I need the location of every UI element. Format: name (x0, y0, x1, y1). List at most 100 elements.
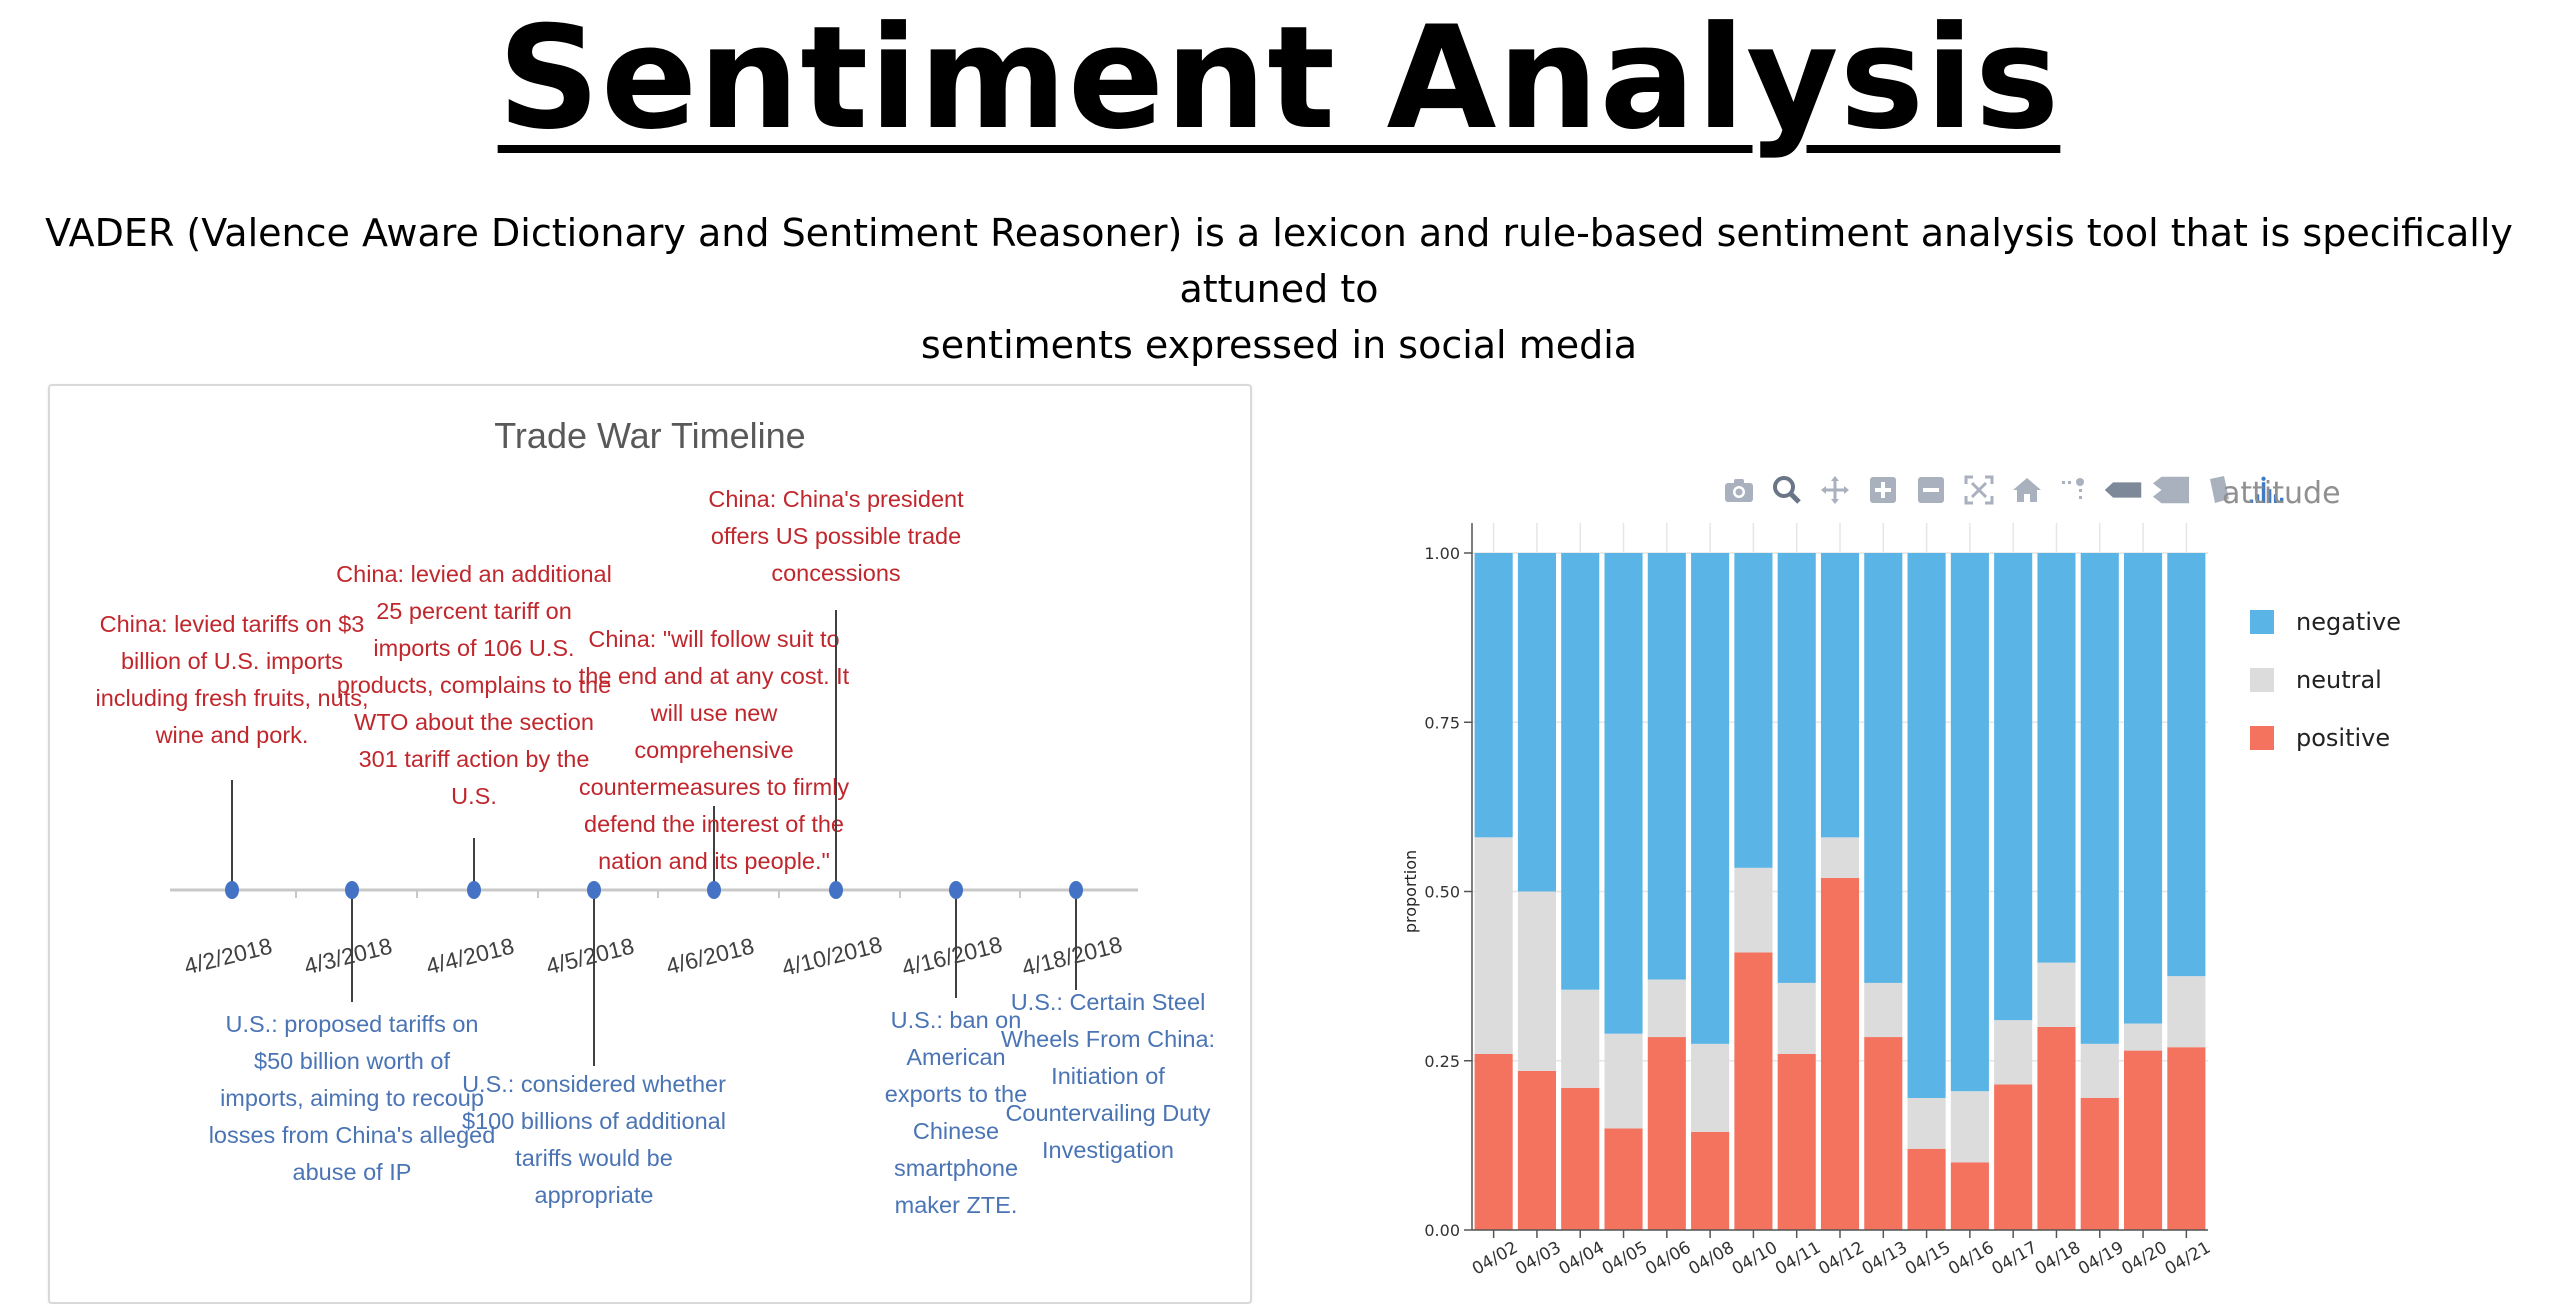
bar-negative[interactable] (1474, 553, 1513, 838)
zoom-out-icon[interactable] (1912, 471, 1950, 509)
zoom-icon[interactable] (1768, 471, 1806, 509)
china-event-text: countermeasures to firmly (579, 774, 850, 800)
hover-closest-icon[interactable] (2104, 471, 2142, 509)
plotly-logo-icon[interactable] (2248, 471, 2286, 509)
bar-negative[interactable] (2080, 553, 2119, 1044)
bar-neutral[interactable] (1777, 982, 1816, 1054)
us-event-text: exports to the (885, 1081, 1027, 1107)
bar-positive[interactable] (1647, 1037, 1686, 1230)
us-event-text: appropriate (535, 1182, 654, 1208)
bar-positive[interactable] (1474, 1053, 1513, 1230)
timeline-marker (225, 881, 239, 899)
bar-neutral[interactable] (1517, 891, 1556, 1071)
china-event-text: China: levied tariffs on $3 (100, 611, 365, 637)
bar-positive[interactable] (1691, 1131, 1730, 1230)
bar-negative[interactable] (1994, 553, 2033, 1021)
bar-neutral[interactable] (1994, 1020, 2033, 1085)
bar-positive[interactable] (1561, 1087, 1600, 1230)
us-event-text: U.S.: considered whether (462, 1071, 726, 1097)
bar-negative[interactable] (2167, 553, 2206, 977)
y-tick-label: 1.00 (1424, 544, 1460, 563)
timeline-date-label: 4/16/2018 (899, 931, 1005, 981)
x-tick-label: 04/08 (1685, 1238, 1737, 1280)
bar-neutral[interactable] (1950, 1091, 1989, 1163)
bar-positive[interactable] (1820, 877, 1860, 1230)
x-tick-label: 04/13 (1859, 1238, 1911, 1280)
china-event-text: comprehensive (634, 737, 793, 763)
bar-neutral[interactable] (1474, 837, 1513, 1054)
bar-neutral[interactable] (1820, 837, 1860, 878)
bar-negative[interactable] (1820, 553, 1860, 838)
bar-neutral[interactable] (1647, 979, 1686, 1038)
bar-neutral[interactable] (2167, 976, 2206, 1048)
bar-positive[interactable] (1604, 1128, 1643, 1230)
bar-positive[interactable] (2037, 1026, 2076, 1230)
china-event-text: offers US possible trade (711, 523, 961, 549)
bar-neutral[interactable] (2124, 1023, 2163, 1051)
bar-negative[interactable] (2037, 553, 2076, 963)
spike-lines-icon[interactable] (2056, 471, 2094, 509)
bar-positive[interactable] (1777, 1053, 1816, 1230)
us-event-text: U.S.: proposed tariffs on (226, 1011, 479, 1037)
us-event-text: U.S.: Certain Steel (1011, 989, 1206, 1015)
bar-neutral[interactable] (2080, 1043, 2119, 1098)
x-tick-label: 04/02 (1469, 1238, 1521, 1280)
bar-positive[interactable] (2124, 1050, 2163, 1230)
timeline-marker (829, 881, 843, 899)
x-tick-label: 04/17 (1988, 1238, 2040, 1280)
bar-negative[interactable] (1864, 553, 1903, 983)
x-tick-label: 04/21 (2162, 1238, 2214, 1280)
bar-negative[interactable] (1950, 553, 1989, 1092)
pan-icon[interactable] (1816, 471, 1854, 509)
china-event-text: 301 tariff action by the (359, 746, 590, 772)
bar-negative[interactable] (1691, 553, 1730, 1044)
bar-negative[interactable] (1517, 553, 1556, 892)
toggle-legend-icon[interactable] (2200, 471, 2238, 509)
legend-item-positive[interactable]: positive (2250, 724, 2390, 752)
timeline-date-label: 4/6/2018 (663, 933, 756, 980)
bar-negative[interactable] (1561, 553, 1600, 990)
bar-neutral[interactable] (1691, 1043, 1730, 1132)
legend-label-positive: positive (2296, 724, 2391, 752)
bar-positive[interactable] (1734, 952, 1773, 1230)
china-event-text: 25 percent tariff on (376, 598, 572, 624)
legend-item-negative[interactable]: negative (2250, 608, 2401, 636)
bar-negative[interactable] (1604, 553, 1643, 1034)
hover-compare-icon[interactable] (2152, 471, 2190, 509)
bar-positive[interactable] (1517, 1070, 1556, 1230)
timeline-marker (707, 881, 721, 899)
bar-negative[interactable] (1907, 553, 1946, 1098)
bar-positive[interactable] (2080, 1097, 2119, 1230)
bar-negative[interactable] (1734, 553, 1773, 868)
chart-modebar[interactable] (1720, 468, 2286, 512)
zoom-in-icon[interactable] (1864, 471, 1902, 509)
bar-neutral[interactable] (1604, 1033, 1643, 1129)
bar-positive[interactable] (1950, 1162, 1989, 1230)
x-tick-label: 04/11 (1772, 1238, 1824, 1280)
legend-item-neutral[interactable]: neutral (2250, 666, 2382, 694)
y-tick-label: 0.00 (1424, 1221, 1460, 1240)
bar-negative[interactable] (1777, 553, 1816, 983)
bar-neutral[interactable] (1561, 989, 1600, 1088)
timeline-date-label: 4/4/2018 (423, 933, 516, 980)
bar-neutral[interactable] (1734, 867, 1773, 953)
autoscale-icon[interactable] (1960, 471, 1998, 509)
us-event-text: imports, aiming to recoup (220, 1085, 484, 1111)
x-tick-label: 04/18 (2032, 1238, 2084, 1280)
china-event-text: including fresh fruits, nuts, (96, 685, 369, 711)
y-tick-label: 0.75 (1424, 713, 1460, 732)
bar-negative[interactable] (1647, 553, 1686, 980)
bar-positive[interactable] (1907, 1148, 1946, 1230)
camera-icon[interactable] (1720, 471, 1758, 509)
bar-positive[interactable] (1864, 1037, 1903, 1230)
bar-positive[interactable] (1994, 1084, 2033, 1230)
bar-neutral[interactable] (1907, 1097, 1946, 1149)
bar-neutral[interactable] (2037, 962, 2076, 1027)
timeline-marker (345, 881, 359, 899)
bar-neutral[interactable] (1864, 982, 1903, 1038)
us-event-text: tariffs would be (515, 1145, 673, 1171)
bar-positive[interactable] (2167, 1047, 2206, 1230)
page-title: Sentiment Analysis (497, 0, 2061, 161)
reset-axes-icon[interactable] (2008, 471, 2046, 509)
bar-negative[interactable] (2124, 553, 2163, 1024)
